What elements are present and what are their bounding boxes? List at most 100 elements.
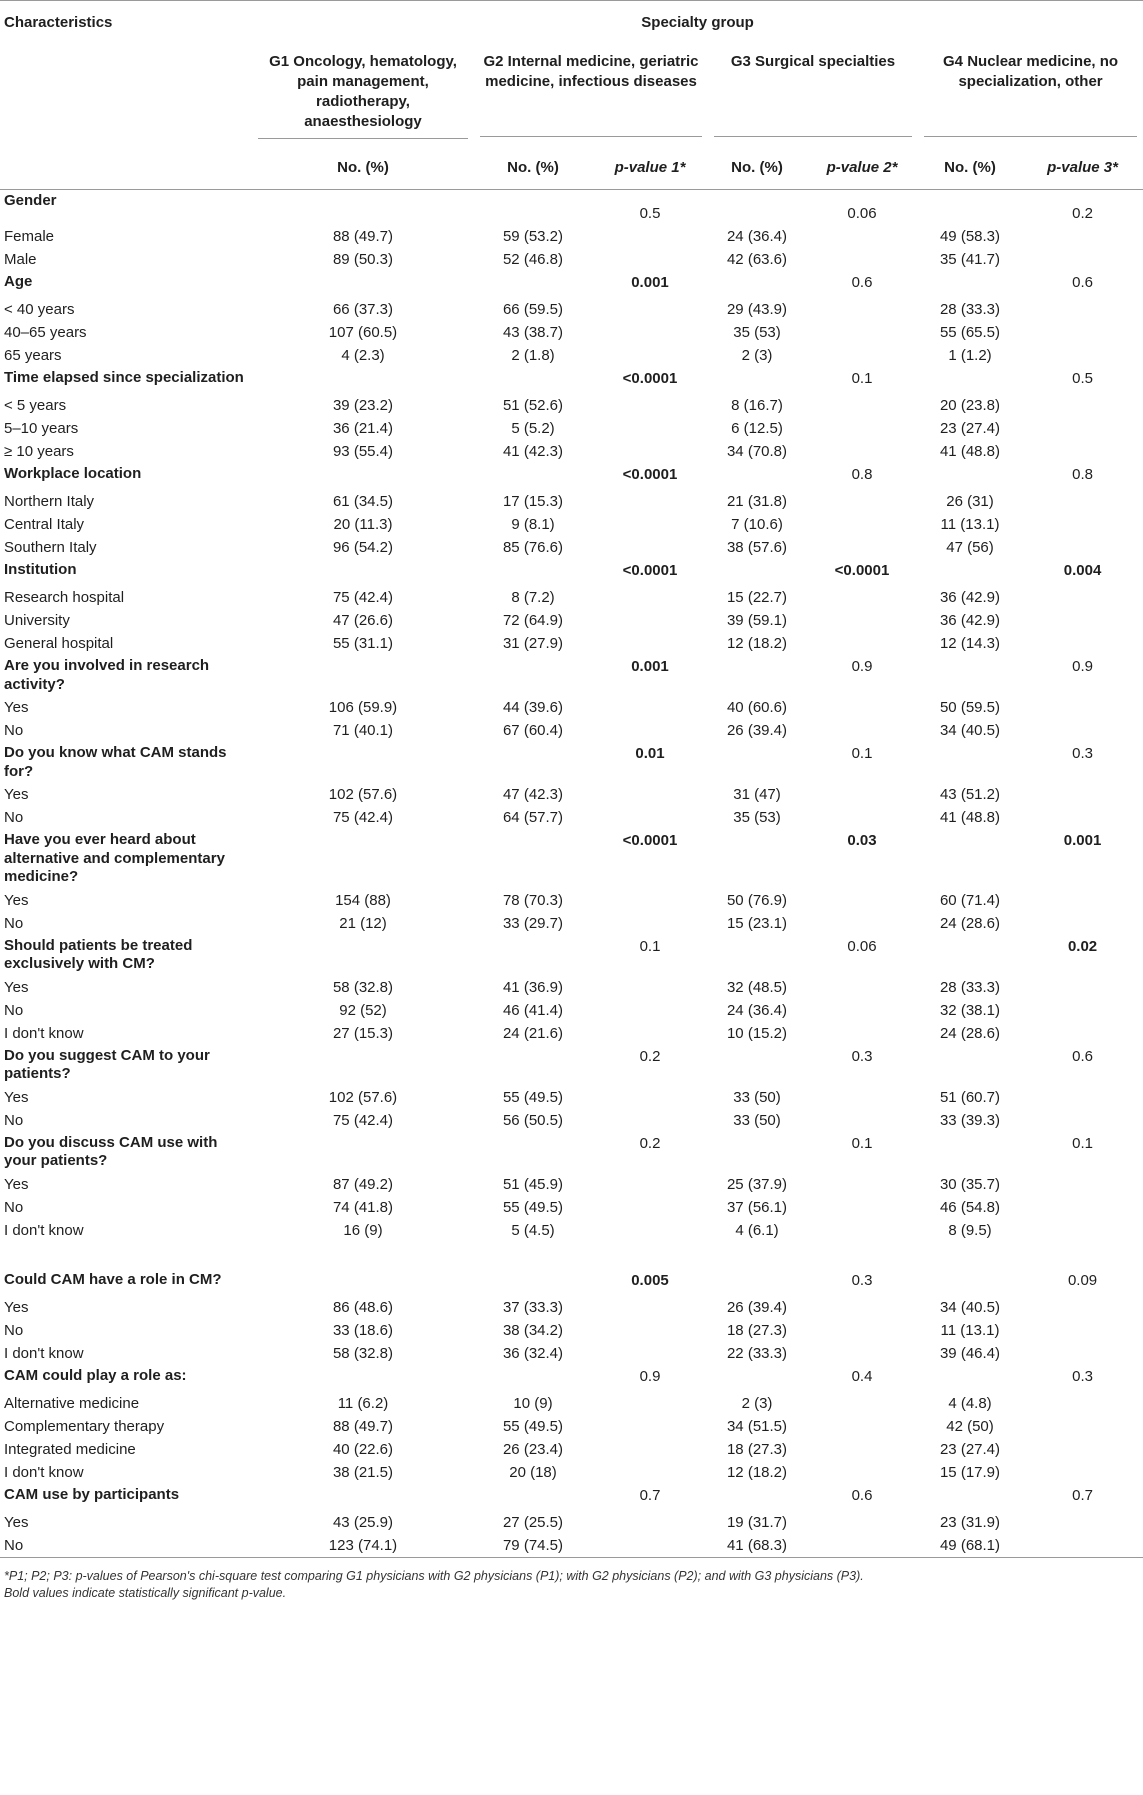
- p-value-2: 0.3: [851, 1047, 873, 1065]
- row-label: No: [4, 809, 24, 826]
- g3-value: 12 (18.2): [726, 1463, 788, 1481]
- g4-value: 28 (33.3): [939, 978, 1001, 996]
- g2-value: 33 (29.7): [502, 914, 564, 932]
- row-label: Yes: [4, 1513, 29, 1531]
- g3-value: 18 (27.3): [726, 1321, 788, 1339]
- table-row: ≥ 10 years 93 (55.4) 41 (42.3) 34 (70.8) 41 …: [0, 440, 1143, 463]
- g4-value: 8 (9.5): [948, 1221, 992, 1239]
- subheader-no-pct-g4: No. (%): [944, 159, 996, 176]
- g2-value: 55 (49.5): [502, 1198, 564, 1216]
- g4-value: 1 (1.2): [948, 347, 992, 364]
- g2-value: 27 (25.5): [502, 1513, 564, 1531]
- p-value-3: 0.09: [1067, 1271, 1098, 1289]
- g4-value: 15 (17.9): [939, 1463, 1001, 1481]
- p-value-3: 0.6: [1072, 274, 1093, 291]
- p-value-2: 0.1: [851, 370, 873, 387]
- g2-value: 10 (9): [513, 1394, 553, 1412]
- g2-value: 56 (50.5): [502, 1111, 564, 1129]
- p-value-2: 0.6: [851, 1486, 873, 1504]
- subheader-no-pct-g2: No. (%): [507, 159, 559, 176]
- g4-value: 4 (4.8): [948, 1394, 992, 1412]
- section-header-row: CAM use by participants 0.7 0.6 0.7: [0, 1484, 1143, 1511]
- results-table-container: Characteristics Specialty group G1 Oncol…: [0, 0, 1143, 1602]
- g3-value: 31 (47): [733, 786, 781, 803]
- g1-value: 43 (25.9): [332, 1513, 394, 1531]
- g1-value: 11 (6.2): [337, 1394, 389, 1412]
- table-row: Yes 102 (57.6) 47 (42.3) 31 (47) 43 (51.2): [0, 783, 1143, 806]
- row-label: Yes: [4, 786, 29, 803]
- section-title: Should patients be treated exclusively w…: [4, 936, 193, 973]
- p-value-3: 0.3: [1072, 1367, 1093, 1385]
- g4-value: 36 (42.9): [939, 589, 1001, 606]
- row-label: No: [4, 1536, 24, 1554]
- table-footnote: *P1; P2; P3: p-values of Pearson's chi-s…: [0, 1558, 1143, 1602]
- table-row: No 92 (52) 46 (41.4) 24 (36.4) 32 (38.1): [0, 999, 1143, 1022]
- row-label: Southern Italy: [4, 539, 97, 556]
- g1-value: 93 (55.4): [332, 443, 394, 460]
- results-table: Characteristics Specialty group G1 Oncol…: [0, 0, 1143, 1554]
- section-header-row: Do you know what CAM stands for? 0.01 0.1 0…: [0, 742, 1143, 783]
- section-header-row: Could CAM have a role in CM? 0.005 0.3 0.09: [0, 1269, 1143, 1296]
- g4-value: 41 (48.8): [939, 809, 1001, 826]
- p-value-3: 0.1: [1072, 1134, 1093, 1152]
- g2-value: 8 (7.2): [511, 589, 555, 606]
- p-value-2: 0.1: [851, 745, 873, 762]
- g4-value: 35 (41.7): [939, 251, 1001, 268]
- g4-value: 28 (33.3): [939, 301, 1001, 318]
- g3-value: 10 (15.2): [726, 1024, 788, 1042]
- g4-value: 41 (48.8): [939, 443, 1001, 460]
- g3-value: 19 (31.7): [726, 1513, 788, 1531]
- p-value-1: 0.5: [639, 205, 661, 222]
- g3-value: 12 (18.2): [726, 635, 788, 652]
- g1-value: 38 (21.5): [332, 1463, 394, 1481]
- g4-value: 11 (13.1): [940, 516, 1000, 533]
- table-row: No 21 (12) 33 (29.7) 15 (23.1) 24 (28.6): [0, 912, 1143, 935]
- table-row: I don't know 27 (15.3) 24 (21.6) 10 (15.2) 2…: [0, 1022, 1143, 1045]
- g1-value: 74 (41.8): [332, 1198, 394, 1216]
- p-value-3: 0.7: [1072, 1486, 1093, 1504]
- g3-value: 35 (53): [733, 809, 781, 826]
- section-header-row: Age 0.001 0.6 0.6: [0, 271, 1143, 298]
- table-row: Yes 154 (88) 78 (70.3) 50 (76.9) 60 (71.4): [0, 889, 1143, 912]
- section-header-row: Do you discuss CAM use with your patient…: [0, 1132, 1143, 1173]
- g3-value: 35 (53): [733, 324, 781, 341]
- row-label: I don't know: [4, 1463, 84, 1481]
- row-label: 5–10 years: [4, 420, 79, 437]
- p-value-1: <0.0001: [622, 832, 678, 849]
- p-value-1: 0.01: [635, 745, 665, 762]
- row-label: General hospital: [4, 635, 114, 652]
- g3-value: 37 (56.1): [726, 1198, 788, 1216]
- subheader-no-pct-g1: No. (%): [337, 159, 389, 176]
- g2-value: 66 (59.5): [502, 301, 564, 318]
- section-header-row: Should patients be treated exclusively w…: [0, 935, 1143, 976]
- p-value-2: 0.4: [851, 1367, 873, 1385]
- table-row: No 74 (41.8) 55 (49.5) 37 (56.1) 46 (54.8): [0, 1196, 1143, 1219]
- g4-value: 23 (27.4): [939, 1440, 1001, 1458]
- g1-value: 75 (42.4): [332, 589, 394, 606]
- row-label: No: [4, 1321, 24, 1339]
- p-value-1: 0.9: [639, 1367, 661, 1385]
- table-row: University 47 (26.6) 72 (64.9) 39 (59.1) 36 …: [0, 609, 1143, 632]
- p-value-1: 0.2: [639, 1134, 661, 1152]
- p-value-3: 0.3: [1072, 745, 1093, 762]
- section-title: Gender: [4, 192, 57, 209]
- row-label: No: [4, 1001, 24, 1019]
- p-value-1: <0.0001: [622, 562, 678, 579]
- table-row: Integrated medicine 40 (22.6) 26 (23.4) 18 …: [0, 1438, 1143, 1461]
- table-row: Research hospital 75 (42.4) 8 (7.2) 15 (22.…: [0, 586, 1143, 609]
- g1-value: 123 (74.1): [328, 1536, 398, 1554]
- group-header-g1: G1 Oncology, hematology, pain management…: [252, 52, 474, 149]
- g1-value: 58 (32.8): [332, 1344, 394, 1362]
- row-label: < 5 years: [4, 397, 67, 414]
- g4-value: 30 (35.7): [939, 1175, 1001, 1193]
- row-label: Alternative medicine: [4, 1394, 140, 1412]
- g2-value: 72 (64.9): [502, 612, 564, 629]
- section-header-row: CAM could play a role as: 0.9 0.4 0.3: [0, 1365, 1143, 1392]
- table-row: < 5 years 39 (23.2) 51 (52.6) 8 (16.7) 20 (2…: [0, 394, 1143, 417]
- row-label: < 40 years: [4, 301, 75, 318]
- g4-value: 23 (31.9): [939, 1513, 1001, 1531]
- g1-value: 20 (11.3): [333, 516, 393, 533]
- g4-value: 42 (50): [946, 1417, 994, 1435]
- section-title: Do you discuss CAM use with your patient…: [4, 1133, 218, 1170]
- g1-value: 58 (32.8): [332, 978, 394, 996]
